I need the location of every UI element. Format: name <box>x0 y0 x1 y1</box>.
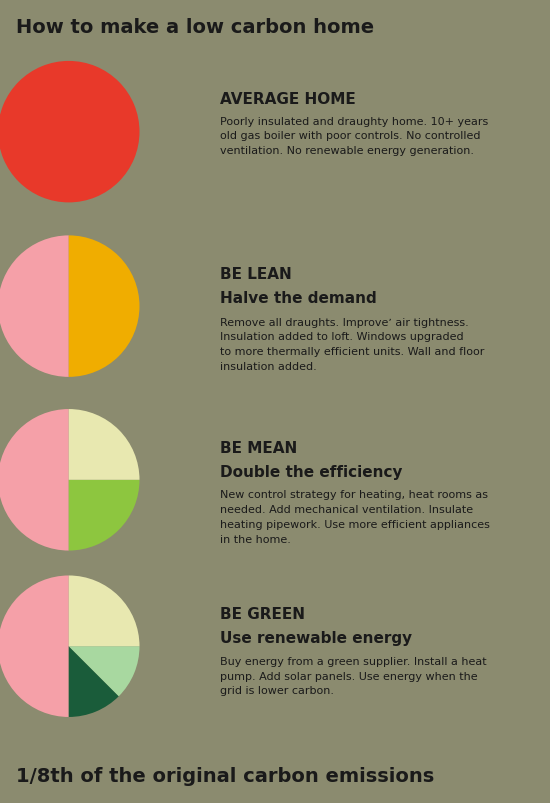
Wedge shape <box>69 480 140 551</box>
Wedge shape <box>0 236 69 377</box>
Text: BE GREEN: BE GREEN <box>220 606 305 622</box>
Text: Double the efficiency: Double the efficiency <box>220 464 403 479</box>
Wedge shape <box>0 410 69 551</box>
Wedge shape <box>0 576 69 717</box>
Text: AVERAGE HOME: AVERAGE HOME <box>220 92 356 108</box>
Wedge shape <box>0 62 140 203</box>
Text: BE MEAN: BE MEAN <box>220 440 297 455</box>
Text: New control strategy for heating, heat rooms as
needed. Add mechanical ventilati: New control strategy for heating, heat r… <box>220 490 490 544</box>
Wedge shape <box>69 576 140 646</box>
Text: Buy energy from a green supplier. Install a heat
pump. Add solar panels. Use ene: Buy energy from a green supplier. Instal… <box>220 656 487 695</box>
Wedge shape <box>69 410 140 480</box>
Text: Halve the demand: Halve the demand <box>220 291 377 306</box>
Text: Poorly insulated and draughty home. 10+ years
old gas boiler with poor controls.: Poorly insulated and draughty home. 10+ … <box>220 116 488 156</box>
Text: Use renewable energy: Use renewable energy <box>220 630 412 646</box>
Text: How to make a low carbon home: How to make a low carbon home <box>16 18 375 37</box>
Wedge shape <box>69 236 140 377</box>
Wedge shape <box>69 646 140 696</box>
Text: 1/8th of the original carbon emissions: 1/8th of the original carbon emissions <box>16 766 434 785</box>
Text: Remove all draughts. Improveʼ air tightness.
Insulation added to loft. Windows u: Remove all draughts. Improveʼ air tightn… <box>220 317 485 372</box>
Text: BE LEAN: BE LEAN <box>220 267 292 282</box>
Wedge shape <box>69 646 119 717</box>
